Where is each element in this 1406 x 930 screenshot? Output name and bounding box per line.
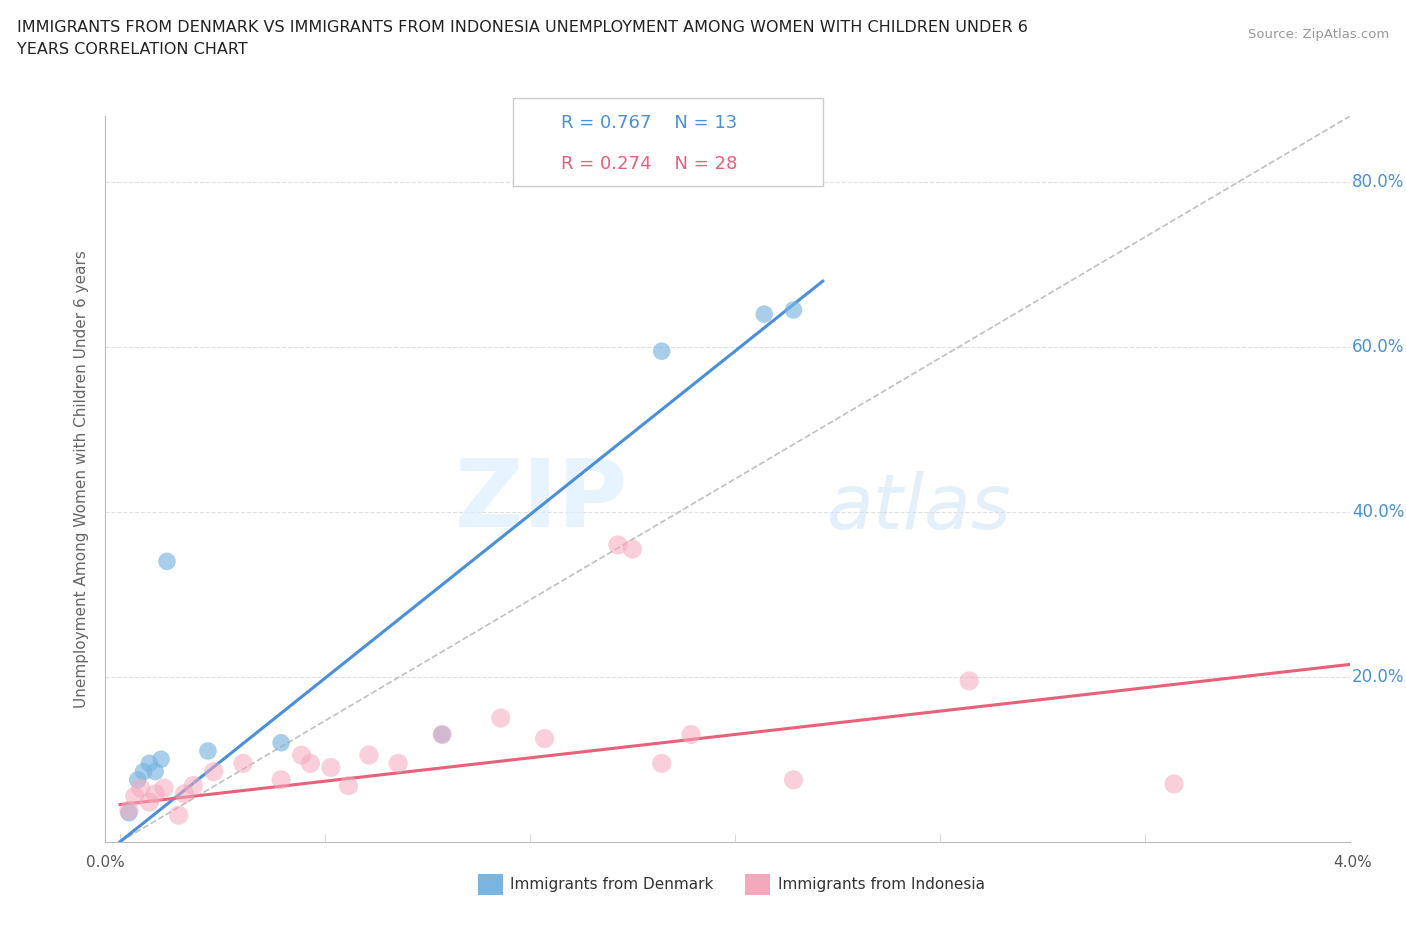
Point (489, 711, 512, 725)
Point (127, 773, 149, 788)
Text: 80.0%: 80.0% (1353, 173, 1405, 192)
Point (957, 673, 980, 688)
Text: Source: ZipAtlas.com: Source: ZipAtlas.com (1249, 28, 1389, 41)
Point (651, 756, 673, 771)
Text: Immigrants from Indonesia: Immigrants from Indonesia (778, 877, 984, 892)
Point (337, 778, 360, 793)
Text: R = 0.274    N = 28: R = 0.274 N = 28 (561, 155, 737, 173)
Point (232, 756, 254, 771)
Point (291, 748, 314, 763)
Point (621, 541, 644, 556)
Text: 20.0%: 20.0% (1353, 668, 1405, 685)
Text: ZIP: ZIP (456, 455, 628, 547)
Point (387, 756, 409, 771)
Point (270, 773, 292, 788)
Point (357, 748, 380, 763)
Point (153, 780, 176, 795)
Point (270, 736, 292, 751)
Text: IMMIGRANTS FROM DENMARK VS IMMIGRANTS FROM INDONESIA UNEMPLOYMENT AMONG WOMEN WI: IMMIGRANTS FROM DENMARK VS IMMIGRANTS FR… (17, 20, 1028, 35)
Text: R = 0.767    N = 13: R = 0.767 N = 13 (561, 114, 737, 132)
Point (197, 744, 219, 759)
Point (782, 773, 804, 788)
Point (143, 787, 166, 802)
Point (118, 803, 141, 817)
Point (679, 727, 702, 742)
Point (129, 780, 152, 795)
Point (651, 344, 673, 359)
Point (167, 808, 190, 823)
Point (124, 789, 146, 804)
Text: YEARS CORRELATION CHART: YEARS CORRELATION CHART (17, 42, 247, 57)
Point (319, 760, 342, 775)
Point (150, 751, 173, 766)
Point (533, 731, 555, 746)
Point (782, 302, 804, 317)
Y-axis label: Unemployment Among Women with Children Under 6 years: Unemployment Among Women with Children U… (75, 250, 90, 708)
Text: 60.0%: 60.0% (1353, 339, 1405, 356)
Point (202, 764, 225, 779)
Point (118, 805, 141, 820)
Point (430, 727, 453, 742)
Point (181, 778, 204, 793)
Text: atlas: atlas (827, 471, 1012, 545)
Point (754, 307, 776, 322)
Text: 0.0%: 0.0% (86, 855, 125, 870)
Text: 4.0%: 4.0% (1333, 855, 1372, 870)
Point (173, 787, 195, 802)
Point (299, 756, 322, 771)
Point (430, 727, 453, 742)
Point (1163, 777, 1185, 791)
Point (132, 764, 155, 779)
Text: Immigrants from Denmark: Immigrants from Denmark (510, 877, 714, 892)
Point (143, 764, 166, 779)
Text: 40.0%: 40.0% (1353, 503, 1405, 521)
Point (138, 756, 160, 771)
Point (138, 794, 160, 809)
Point (156, 554, 179, 569)
Point (606, 538, 628, 552)
